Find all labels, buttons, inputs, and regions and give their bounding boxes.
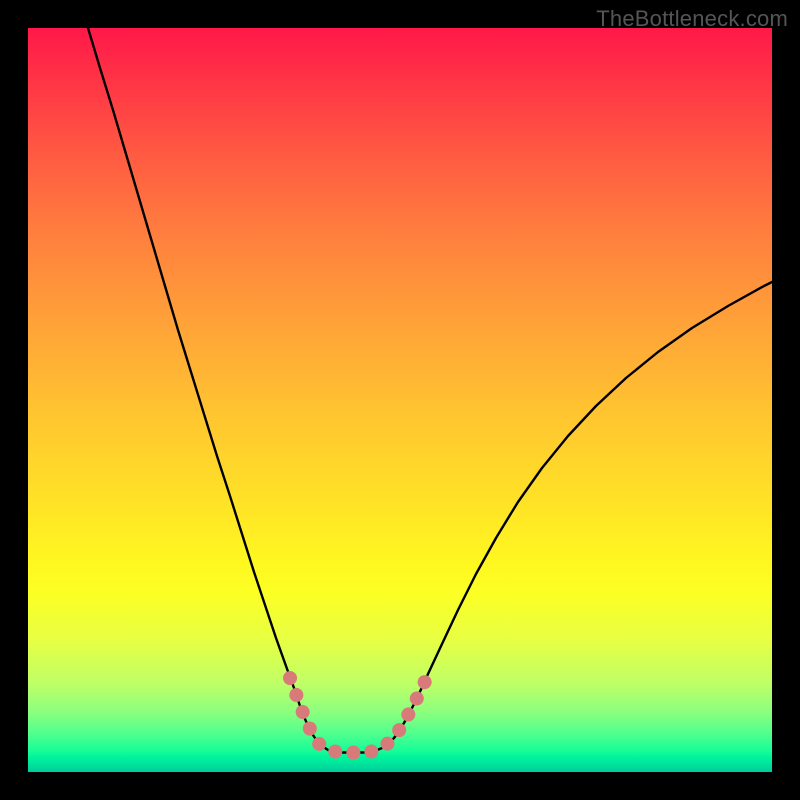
bottleneck-curve-svg [28,28,772,772]
main-curve [88,28,772,753]
watermark-text: TheBottleneck.com [596,6,788,32]
plot-area [28,28,772,772]
highlight-segment [290,675,428,753]
chart-container: TheBottleneck.com [0,0,800,800]
